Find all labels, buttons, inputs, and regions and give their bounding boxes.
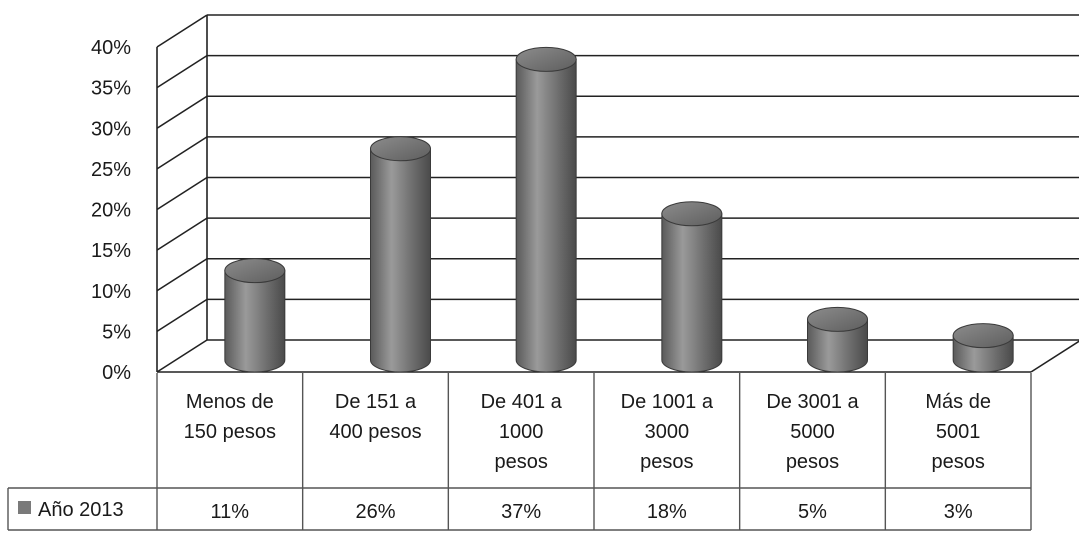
y-tick-label: 30%	[91, 118, 131, 140]
gridline-side	[156, 95, 208, 129]
bar-body	[807, 318, 868, 373]
data-label: 3%	[944, 501, 973, 523]
y-axis: 0% 5% 10% 15% 20% 25% 30% 35% 40%	[91, 37, 131, 384]
y-tick-label: 15%	[91, 240, 131, 262]
bar-top	[661, 201, 723, 227]
gridline-side	[156, 176, 208, 211]
bar	[952, 323, 1014, 373]
gridline-side	[156, 298, 208, 333]
y-tick-label: 20%	[91, 200, 131, 222]
y-tick-label: 40%	[91, 37, 131, 59]
category-label: De 401 a 1000 pesos	[481, 391, 563, 473]
bar	[807, 306, 868, 373]
bar	[224, 258, 286, 373]
data-label: 26%	[355, 501, 395, 523]
gridline-side	[156, 217, 208, 251]
category-label: De 3001 a 5000 pesos	[766, 391, 859, 473]
bar-top	[370, 136, 431, 162]
bar-body	[515, 58, 577, 373]
data-table: Menos de 150 pesos De 151 a 400 pesos De 401…	[7, 373, 1032, 531]
data-label: 18%	[647, 501, 687, 523]
gridline-side	[156, 14, 208, 48]
y-tick-label: 25%	[91, 159, 131, 181]
gridline-side	[156, 339, 208, 373]
gridline-side	[156, 136, 208, 170]
y-tick-label: 5%	[102, 321, 131, 343]
grid	[156, 14, 1079, 373]
bar-body	[224, 270, 286, 373]
category-label: Más de 5001 pesos	[925, 391, 991, 473]
y-tick-label: 35%	[91, 78, 131, 100]
data-label: 37%	[501, 501, 541, 523]
series-name: Año 2013	[38, 499, 124, 521]
y-tick-label: 0%	[102, 362, 131, 384]
bar	[661, 201, 723, 373]
bar-top	[224, 258, 286, 284]
category-label: De 1001 a 3000 pesos	[621, 391, 714, 473]
bar-body	[370, 148, 431, 373]
gridline-side	[156, 258, 208, 292]
bar-body	[661, 213, 723, 373]
legend-swatch	[18, 501, 31, 514]
category-label: Menos de 150 pesos	[184, 391, 276, 443]
data-label: 5%	[798, 501, 827, 523]
bar	[515, 46, 577, 373]
gridline-side	[156, 54, 208, 89]
y-tick-label: 10%	[91, 281, 131, 303]
bar-top	[515, 46, 577, 72]
bar	[370, 136, 431, 373]
floor-right-edge	[1030, 340, 1079, 373]
bars	[224, 46, 1014, 373]
data-label: 11%	[211, 501, 250, 523]
bar-top	[807, 306, 868, 332]
category-label: De 151 a 400 pesos	[329, 391, 421, 443]
bar-top	[952, 323, 1014, 349]
